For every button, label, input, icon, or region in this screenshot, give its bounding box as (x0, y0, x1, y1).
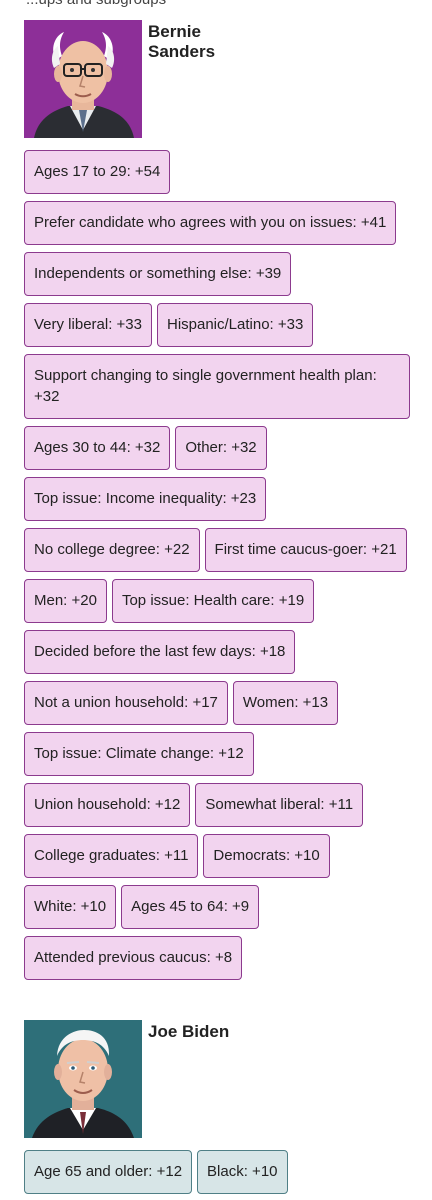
group-chip: Top issue: Climate change: +12 (24, 732, 254, 776)
sanders-group-list: Ages 17 to 29: +54 Prefer candidate who … (24, 150, 416, 987)
group-chip: Not a union household: +17 (24, 681, 228, 725)
group-chip: Top issue: Health care: +19 (111, 579, 315, 623)
group-chip: Women: +13 (232, 681, 339, 725)
candidate-sanders: Bernie Sanders Ages 17 to 29: +54 Prefer… (24, 20, 416, 987)
group-chip: Democrats: +10 (203, 834, 330, 878)
group-chip: Very liberal: +33 (24, 303, 152, 347)
group-chip: Union household: +12 (24, 783, 191, 827)
group-chip: Ages 17 to 29: +54 (24, 150, 171, 194)
sanders-portrait (24, 20, 142, 138)
biden-portrait (24, 1020, 142, 1138)
group-chip: Support changing to single government he… (24, 354, 410, 419)
group-chip: First time caucus-goer: +21 (204, 528, 407, 572)
candidate-name: Joe Biden (148, 1022, 230, 1041)
group-chip: Prefer candidate who agrees with you on … (24, 201, 397, 245)
group-chip: Decided before the last few days: +18 (24, 630, 296, 674)
biden-group-list: Age 65 and older: +12 Black: +10 (24, 1150, 416, 1200)
group-chip: Men: +20 (24, 579, 107, 623)
group-chip: Hispanic/Latino: +33 (156, 303, 314, 347)
candidate-biden: Joe Biden Age 65 and older: +12 Black: +… (24, 1020, 416, 1200)
group-chip: Black: +10 (197, 1150, 288, 1194)
group-chip: Somewhat liberal: +11 (195, 783, 364, 827)
group-chip: Ages 30 to 44: +32 (24, 426, 171, 470)
group-chip: College graduates: +11 (24, 834, 199, 878)
group-chip: White: +10 (24, 885, 117, 929)
group-chip: Top issue: Income inequality: +23 (24, 477, 267, 521)
cut-off-heading: ...ups and subgroups (26, 0, 166, 8)
candidate-last-name: Sanders (148, 42, 216, 61)
group-chip: Independents or something else: +39 (24, 252, 292, 296)
candidate-first-name: Bernie (148, 22, 201, 41)
group-chip: Other: +32 (175, 426, 267, 470)
group-chip: Age 65 and older: +12 (24, 1150, 193, 1194)
group-chip: No college degree: +22 (24, 528, 200, 572)
group-chip: Attended previous caucus: +8 (24, 936, 243, 980)
candidate-name: Bernie Sanders (148, 22, 268, 62)
group-chip: Ages 45 to 64: +9 (121, 885, 260, 929)
